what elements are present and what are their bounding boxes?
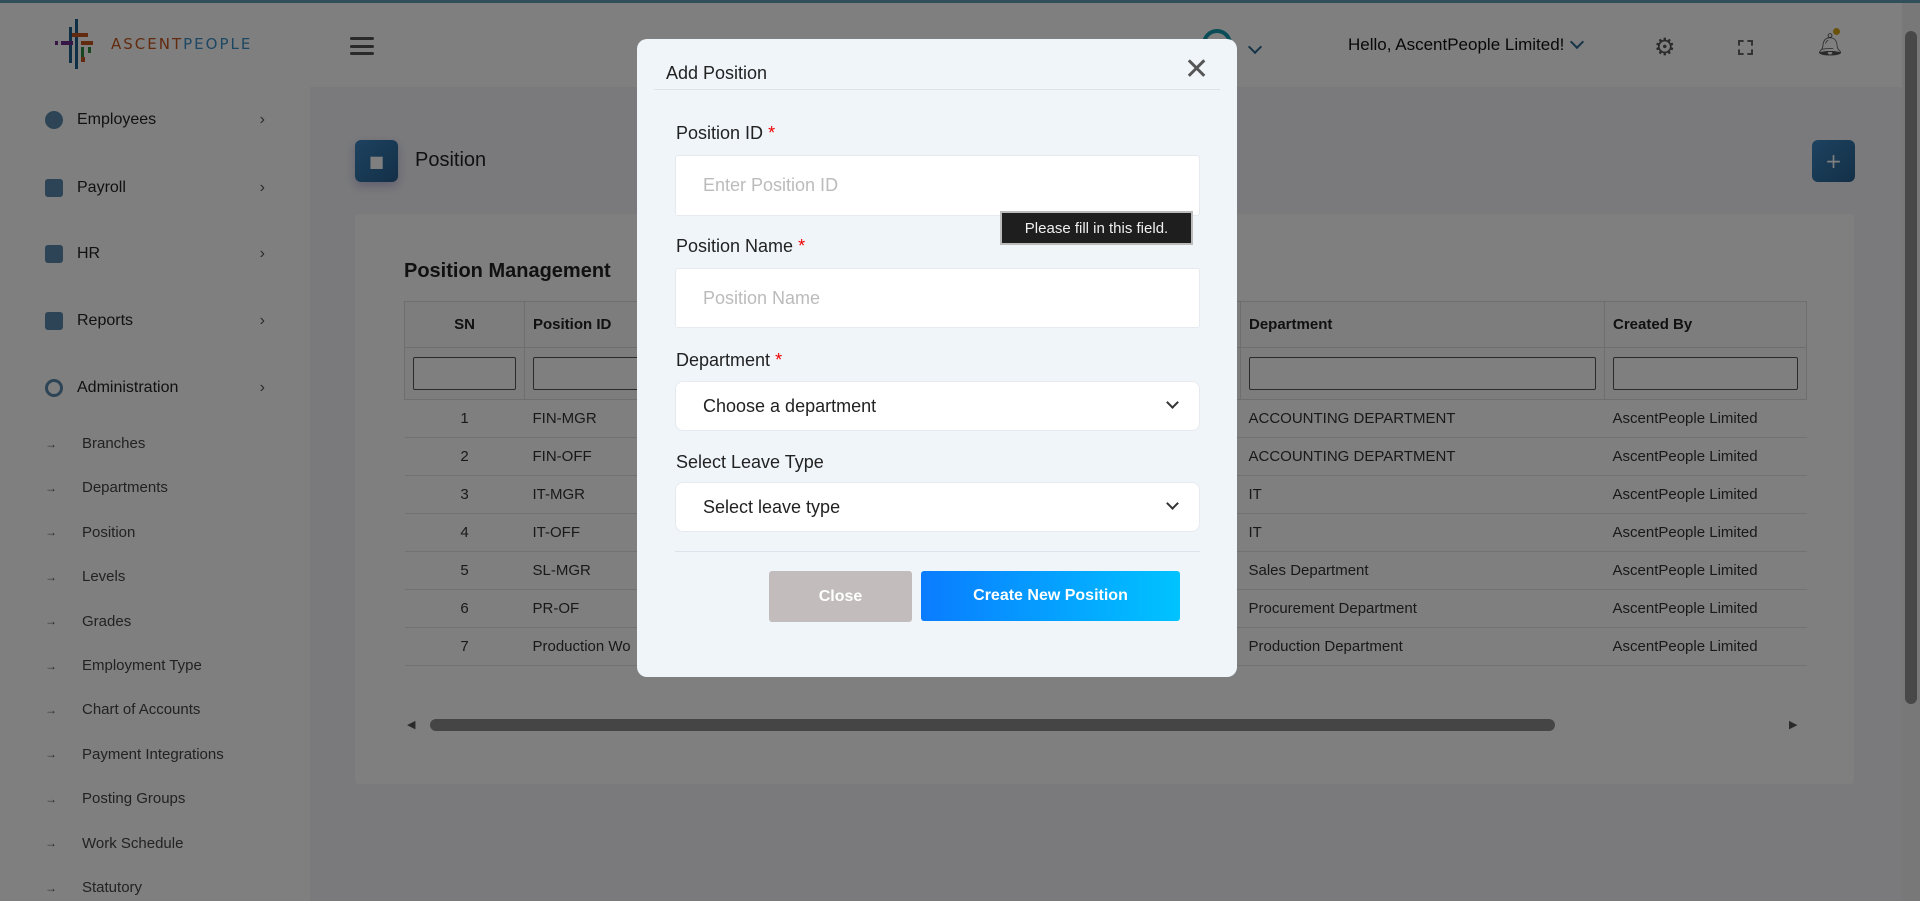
position-id-input[interactable]: Enter Position ID — [675, 155, 1200, 216]
department-select[interactable]: Choose a department — [675, 381, 1200, 431]
add-position-modal: Add Position ✕ Position ID * Enter Posit… — [637, 39, 1237, 677]
position-name-label: Position Name * — [676, 236, 806, 256]
chevron-down-icon — [1166, 497, 1179, 510]
window-top-border — [0, 0, 1920, 3]
modal-title: Add Position — [666, 63, 768, 83]
validation-tooltip: Please fill in this field. — [1000, 211, 1193, 245]
leave-type-select[interactable]: Select leave type — [675, 482, 1200, 532]
leave-type-label: Select Leave Type — [676, 452, 824, 472]
department-label: Department * — [676, 350, 783, 370]
divider — [675, 551, 1200, 552]
position-name-input[interactable]: Position Name — [675, 268, 1200, 328]
close-icon[interactable]: ✕ — [1184, 53, 1210, 86]
position-id-label: Position ID * — [676, 123, 776, 143]
divider — [654, 89, 1220, 90]
create-new-position-button[interactable]: Create New Position — [921, 571, 1180, 621]
close-button[interactable]: Close — [769, 571, 912, 622]
chevron-down-icon — [1166, 396, 1179, 409]
